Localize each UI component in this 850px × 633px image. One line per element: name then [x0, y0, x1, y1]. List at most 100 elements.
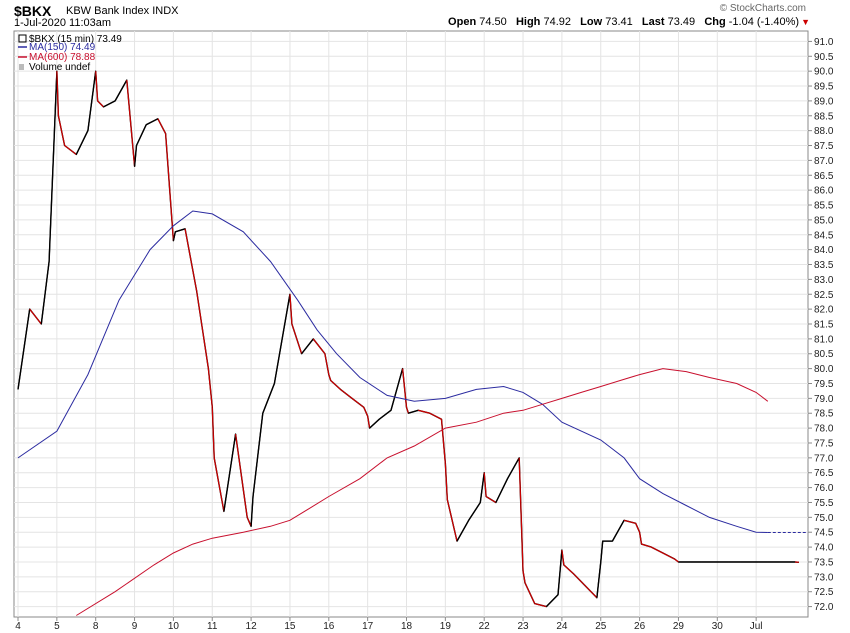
- price-segment: [87, 71, 97, 131]
- price-segment: [485, 496, 497, 503]
- chg-value: -1.04 (-1.40%): [728, 16, 800, 28]
- legend-ma600: MA(600) 78.88: [29, 52, 96, 63]
- price-segment: [234, 433, 248, 518]
- price-segment: [95, 71, 99, 101]
- price-segment: [75, 130, 89, 155]
- price-segment: [135, 124, 147, 146]
- price-segment: [114, 79, 128, 102]
- datetime-label: 1-Jul-2020 11:03am: [14, 17, 112, 29]
- x-tick-label: 26: [634, 621, 646, 632]
- price-segment: [213, 457, 225, 512]
- y-tick-label: 81.5: [814, 320, 834, 331]
- price-segment: [402, 368, 408, 408]
- y-tick-label: 82.5: [814, 290, 834, 301]
- price-segment: [157, 118, 167, 134]
- price-segment: [429, 412, 442, 420]
- price-segment: [479, 472, 485, 503]
- open-value: 74.50: [479, 16, 507, 28]
- price-segment: [557, 550, 563, 595]
- x-tick-label: 30: [712, 621, 724, 632]
- price-segment: [390, 368, 404, 411]
- x-tick-label: 12: [246, 621, 258, 632]
- price-segment: [40, 261, 50, 325]
- y-tick-label: 87.0: [814, 156, 834, 167]
- low-value: 73.41: [605, 16, 633, 28]
- price-segment: [584, 585, 598, 599]
- price-segment: [97, 100, 104, 108]
- price-segment: [545, 594, 559, 608]
- price-segment: [440, 419, 446, 464]
- price-segment: [635, 523, 641, 533]
- y-tick-label: 73.5: [814, 557, 834, 568]
- price-segment: [17, 309, 31, 390]
- price-segment: [48, 71, 58, 262]
- price-segment: [468, 502, 481, 521]
- price-segment: [639, 532, 643, 545]
- price-segment: [446, 499, 458, 542]
- price-segment: [330, 380, 341, 390]
- quote-summary: Open 74.50 High 74.92 Low 73.41 Last 73.…: [448, 16, 810, 28]
- index-name-label: KBW Bank Index INDX: [66, 5, 179, 17]
- y-tick-label: 74.5: [814, 528, 834, 539]
- y-tick-label: 90.5: [814, 52, 834, 63]
- price-segment: [165, 133, 174, 241]
- x-tick-label: 19: [440, 621, 452, 632]
- x-tick-label: 17: [362, 621, 374, 632]
- price-segment: [184, 228, 198, 292]
- high-label: High: [515, 16, 541, 28]
- ma150-series-line: [17, 210, 768, 533]
- price-segment: [444, 463, 448, 500]
- y-axis-tick-labels: 72.0 72.5 73.0 73.5 74.0 74.5 75.0 75.5 76.0 76.5…: [814, 37, 834, 613]
- y-tick-label: 86.0: [814, 186, 834, 197]
- y-tick-label: 86.5: [814, 171, 834, 182]
- x-tick-label: 8: [93, 621, 99, 632]
- chart-legend: $BKX (15 min) 73.49 MA(150) 74.49 MA(600…: [18, 34, 122, 73]
- y-tick-label: 85.5: [814, 201, 834, 212]
- y-tick-label: 88.0: [814, 126, 834, 137]
- price-segment: [301, 338, 314, 355]
- price-segment: [273, 294, 291, 384]
- y-tick-label: 75.0: [814, 513, 834, 524]
- x-tick-label: 16: [323, 621, 335, 632]
- y-tick-label: 77.5: [814, 438, 834, 449]
- price-segment: [252, 413, 264, 497]
- price-segment: [641, 543, 652, 548]
- price-segment: [650, 546, 664, 554]
- price-segment: [211, 407, 215, 458]
- y-tick-label: 85.0: [814, 215, 834, 226]
- price-segment: [418, 409, 430, 414]
- price-segment: [126, 80, 136, 167]
- price-segment: [56, 71, 60, 116]
- x-tick-label: 23: [517, 621, 529, 632]
- x-tick-label: 25: [595, 621, 607, 632]
- x-tick-label: 4: [15, 621, 21, 632]
- y-tick-label: 76.0: [814, 483, 834, 494]
- price-segment: [363, 407, 369, 417]
- price-segment: [573, 573, 586, 587]
- y-tick-label: 83.5: [814, 260, 834, 271]
- ma600-series-line: [76, 368, 769, 616]
- x-tick-label: 29: [673, 621, 685, 632]
- price-segment: [408, 409, 419, 414]
- price-segment: [175, 228, 186, 233]
- last-value: 73.49: [667, 16, 696, 28]
- price-segment: [522, 570, 526, 583]
- price-segment: [506, 457, 520, 479]
- price-segment: [262, 383, 275, 414]
- legend-ma150: MA(150) 74.49: [29, 42, 96, 53]
- price-segment: [196, 291, 209, 369]
- y-tick-label: 80.0: [814, 364, 834, 375]
- y-tick-label: 87.5: [814, 141, 834, 152]
- y-tick-label: 89.5: [814, 82, 834, 93]
- price-segment: [133, 145, 138, 167]
- price-segment: [340, 388, 353, 399]
- price-segment: [561, 549, 565, 566]
- low-label: Low: [580, 16, 603, 28]
- stockcharts-credit: © StockCharts.com: [719, 3, 806, 14]
- price-segment: [483, 472, 487, 497]
- price-segment: [289, 294, 293, 325]
- price-segment: [600, 541, 604, 563]
- y-tick-label: 84.0: [814, 245, 834, 256]
- price-segment: [596, 561, 602, 598]
